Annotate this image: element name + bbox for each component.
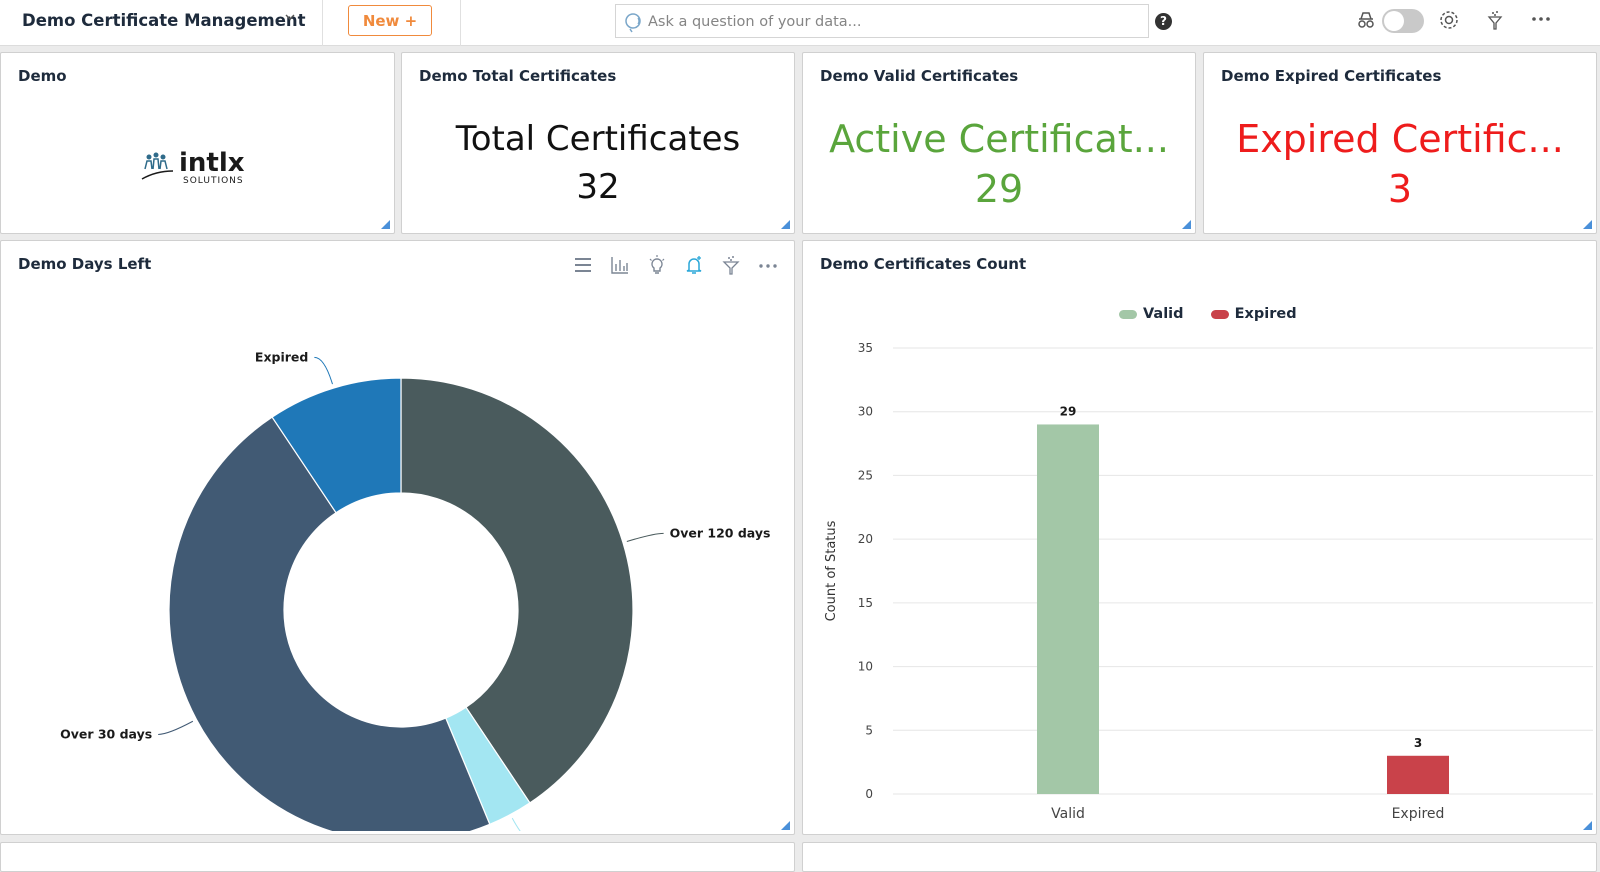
panel-title: Demo Days Left xyxy=(18,255,152,273)
y-tick-label: 10 xyxy=(858,660,873,674)
donut-slice[interactable] xyxy=(271,377,402,514)
slice-label: Expired xyxy=(255,349,308,364)
slice-label: Over 30 days xyxy=(60,726,152,741)
leader-line xyxy=(511,817,521,831)
lower-panel-right xyxy=(802,842,1597,872)
gear-icon[interactable] xyxy=(1438,9,1460,35)
y-tick-label: 5 xyxy=(865,723,873,737)
resize-handle[interactable] xyxy=(1583,821,1592,830)
dashboard-title[interactable]: Demo Certificate Management xyxy=(22,11,306,30)
insight-bulb-icon[interactable] xyxy=(647,255,667,279)
chevron-down-icon[interactable] xyxy=(284,11,296,26)
certificates-count-panel: Demo Certificates Count Valid Expired 0 5… xyxy=(802,240,1597,835)
leader-line xyxy=(158,720,194,735)
y-axis-label: Count of Status xyxy=(824,520,839,621)
valid-certificates-tile: Demo Valid Certificates Active Certifica… xyxy=(802,52,1196,234)
bar[interactable] xyxy=(1037,424,1099,794)
mode-toggle[interactable] xyxy=(1382,9,1424,33)
legend-swatch xyxy=(1119,309,1137,319)
y-tick-label: 20 xyxy=(858,532,873,546)
tile-title: Demo Total Certificates xyxy=(419,67,617,85)
table-view-icon[interactable] xyxy=(573,255,593,279)
bar-chart: 0 5 10 15 20 25 30 35 Count of Status 29 Valid 3 Exp… xyxy=(824,341,1593,822)
voice-search-icon[interactable] xyxy=(622,11,644,33)
resize-handle[interactable] xyxy=(1182,220,1191,229)
slice-label: Over 120 days xyxy=(670,525,771,540)
kpi-label: Total Certificates xyxy=(455,119,741,159)
y-tick-label: 0 xyxy=(865,787,873,801)
kpi-value: 29 xyxy=(974,167,1024,211)
tile-title: Demo xyxy=(18,67,67,85)
tile-title: Demo Expired Certificates xyxy=(1221,67,1442,85)
x-tick-label: Valid xyxy=(1051,806,1085,822)
leader-line xyxy=(314,356,333,385)
logo-text: intlx xyxy=(179,148,245,178)
legend-item-expired[interactable]: Expired xyxy=(1210,306,1297,322)
data-label: 29 xyxy=(1060,404,1077,418)
legend-item-valid[interactable]: Valid xyxy=(1119,306,1184,322)
resize-handle[interactable] xyxy=(781,220,790,229)
y-tick-label: 30 xyxy=(858,405,873,419)
kpi-value: 32 xyxy=(576,167,620,207)
y-tick-label: 25 xyxy=(858,468,873,482)
resize-handle[interactable] xyxy=(1583,220,1592,229)
total-certificates-tile: Demo Total Certificates Total Certificat… xyxy=(401,52,795,234)
resize-handle[interactable] xyxy=(381,220,390,229)
panel-title: Demo Certificates Count xyxy=(820,255,1027,273)
intlx-logo: intlx SOLUTIONS xyxy=(141,148,245,186)
x-tick-label: Expired xyxy=(1392,806,1445,822)
kpi-label: Expired Certific... xyxy=(1236,117,1564,161)
ask-question-bar[interactable] xyxy=(615,4,1149,38)
bar-chart-icon[interactable] xyxy=(610,255,630,279)
toggle-knob xyxy=(1384,11,1404,31)
divider xyxy=(322,0,323,46)
logo-subtext: SOLUTIONS xyxy=(183,176,244,186)
filter-icon[interactable] xyxy=(1484,9,1506,35)
search-input[interactable] xyxy=(648,11,1138,33)
data-label: 3 xyxy=(1414,736,1422,750)
kpi-value: 3 xyxy=(1387,167,1413,211)
y-tick-label: 35 xyxy=(858,341,873,355)
expired-certificates-tile: Demo Expired Certificates Expired Certif… xyxy=(1203,52,1597,234)
logo-tile: Demo intlx SOLUTIONS xyxy=(0,52,395,234)
leader-line xyxy=(626,532,664,542)
legend-label: Expired xyxy=(1234,306,1297,322)
filter-icon[interactable] xyxy=(721,255,741,279)
lower-panel-left xyxy=(0,842,795,872)
legend-swatch xyxy=(1210,309,1229,319)
top-bar: Demo Certificate Management New + ? xyxy=(0,0,1600,46)
legend-label: Valid xyxy=(1143,306,1184,322)
bar[interactable] xyxy=(1387,755,1449,794)
kpi-label: Active Certificat... xyxy=(829,117,1169,161)
resize-handle[interactable] xyxy=(781,821,790,830)
y-tick-label: 15 xyxy=(858,596,873,610)
tile-title: Demo Valid Certificates xyxy=(820,67,1019,85)
more-options-icon[interactable] xyxy=(758,255,778,279)
help-icon[interactable]: ? xyxy=(1155,13,1172,30)
incognito-icon[interactable] xyxy=(1355,9,1377,35)
divider xyxy=(460,0,461,46)
more-icon[interactable] xyxy=(1530,8,1552,34)
donut-slice[interactable] xyxy=(168,416,491,831)
alert-bell-icon[interactable] xyxy=(684,255,704,279)
new-button[interactable]: New + xyxy=(348,5,432,36)
legend: Valid Expired xyxy=(1119,306,1297,322)
donut-slice[interactable] xyxy=(400,377,634,804)
